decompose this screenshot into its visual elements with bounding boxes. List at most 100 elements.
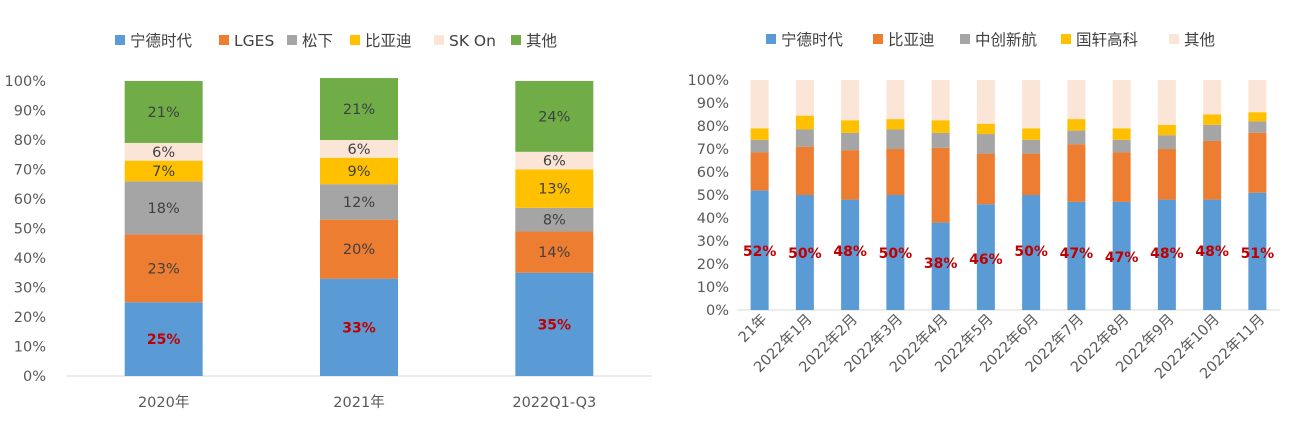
y-tick-label: 80% xyxy=(14,133,46,149)
data-label: 25% xyxy=(147,332,181,348)
y-tick-label: 90% xyxy=(14,104,46,120)
data-label: 50% xyxy=(1014,244,1048,260)
bar-segment xyxy=(931,80,950,121)
data-label: 48% xyxy=(833,244,867,260)
y-tick-label: 20% xyxy=(14,310,46,326)
bar-segment xyxy=(515,169,594,208)
bar-segment xyxy=(320,140,398,158)
y-tick-label: 10% xyxy=(14,340,46,356)
bar-segment xyxy=(750,139,769,153)
bar-segment xyxy=(1112,128,1131,140)
y-tick-label: 70% xyxy=(697,142,729,158)
y-tick-label: 100% xyxy=(5,74,46,90)
legend-swatch xyxy=(960,34,970,44)
bar-segment xyxy=(795,115,814,130)
bar-segment xyxy=(515,231,594,273)
bar-segment xyxy=(1022,128,1041,140)
y-tick-label: 40% xyxy=(697,211,729,227)
data-label: 9% xyxy=(347,164,370,180)
bar-segment xyxy=(320,78,398,140)
data-label: 14% xyxy=(538,245,570,261)
data-label: 50% xyxy=(879,246,913,262)
bar-segment xyxy=(1157,80,1176,125)
bar-segment xyxy=(750,128,769,140)
bar-segment xyxy=(124,142,203,161)
bar-segment xyxy=(931,147,950,223)
bar-segment xyxy=(515,151,594,170)
bar-segment xyxy=(1022,139,1041,154)
data-label: 23% xyxy=(148,261,180,277)
bar-segment xyxy=(1248,121,1267,133)
legend-swatch xyxy=(434,35,444,45)
bar-segment xyxy=(976,134,995,154)
bar-segment xyxy=(1067,80,1086,120)
data-label: 21% xyxy=(343,102,375,118)
bar-segment xyxy=(976,153,995,205)
y-tick-label: 100% xyxy=(688,73,729,89)
legend-label: LGES xyxy=(234,32,274,50)
bar-segment xyxy=(124,160,203,182)
bar-segment xyxy=(795,80,814,116)
bar-segment xyxy=(976,123,995,135)
bar-segment xyxy=(1067,144,1086,202)
data-label: 13% xyxy=(538,182,570,198)
data-label: 8% xyxy=(543,213,566,229)
bar-segment xyxy=(841,199,860,310)
legend-label: SK On xyxy=(449,32,496,50)
legend-label: 松下 xyxy=(302,32,333,50)
chart-left: 0% 10% 20% 30% 40% 50% 60% 70% 80% 90% 100% 25% 23% 1… xyxy=(5,32,652,411)
bar-segment xyxy=(1112,201,1131,310)
x-tick-label: 2021年 xyxy=(333,394,384,411)
bar-segment xyxy=(841,80,860,121)
bar-segment xyxy=(976,80,995,124)
data-label: 47% xyxy=(1105,250,1139,266)
y-tick-label: 30% xyxy=(14,281,46,297)
bar-segment xyxy=(515,207,594,232)
data-label: 35% xyxy=(538,317,572,333)
bar-segment xyxy=(1067,130,1086,145)
x-tick-label: 2020年 xyxy=(138,394,189,411)
bar-segment xyxy=(886,80,905,120)
bar-segment xyxy=(841,120,860,133)
bar-segment xyxy=(1203,80,1222,115)
bar-segment xyxy=(1157,149,1176,200)
legend-label: 比亚迪 xyxy=(365,32,412,50)
bar-segment xyxy=(1112,80,1131,129)
bar-segment xyxy=(1203,114,1222,125)
y-tick-label: 50% xyxy=(14,222,46,238)
data-label: 48% xyxy=(1195,244,1229,260)
bar-segment xyxy=(320,219,398,279)
bar-segment xyxy=(1248,192,1267,310)
bar-segment xyxy=(124,302,203,376)
bar-segment xyxy=(795,146,814,195)
y-tick-label: 80% xyxy=(697,119,729,135)
data-label: 6% xyxy=(543,154,566,170)
bar-segment xyxy=(750,190,769,310)
bar-segment xyxy=(886,119,905,130)
bar-segment xyxy=(1022,153,1041,195)
y-tick-label: 30% xyxy=(697,234,729,250)
legend-label: 中创新航 xyxy=(975,31,1037,49)
bar-segment xyxy=(886,149,905,195)
bar-segment xyxy=(931,120,950,133)
y-tick-label: 10% xyxy=(697,280,729,296)
bar-segment xyxy=(841,150,860,200)
legend-swatch xyxy=(1169,34,1179,44)
bar-segment xyxy=(320,184,398,220)
x-tick-label: 2022Q1-Q3 xyxy=(512,395,596,411)
bar-segment xyxy=(515,81,594,152)
bar-segment xyxy=(931,132,950,148)
y-tick-label: 40% xyxy=(14,251,46,267)
y-tick-label: 0% xyxy=(706,303,729,319)
data-label: 6% xyxy=(347,142,370,158)
y-tick-label: 60% xyxy=(697,165,729,181)
data-label: 52% xyxy=(743,244,777,260)
y-tick-label: 70% xyxy=(14,163,46,179)
legend-swatch xyxy=(115,35,125,45)
legend-swatch xyxy=(873,34,883,44)
bar-segment xyxy=(841,132,860,151)
legend-label: 国轩高科 xyxy=(1076,31,1138,49)
bar-segment xyxy=(1203,199,1222,310)
bar-segment xyxy=(886,129,905,149)
bar-segment xyxy=(1157,124,1176,136)
